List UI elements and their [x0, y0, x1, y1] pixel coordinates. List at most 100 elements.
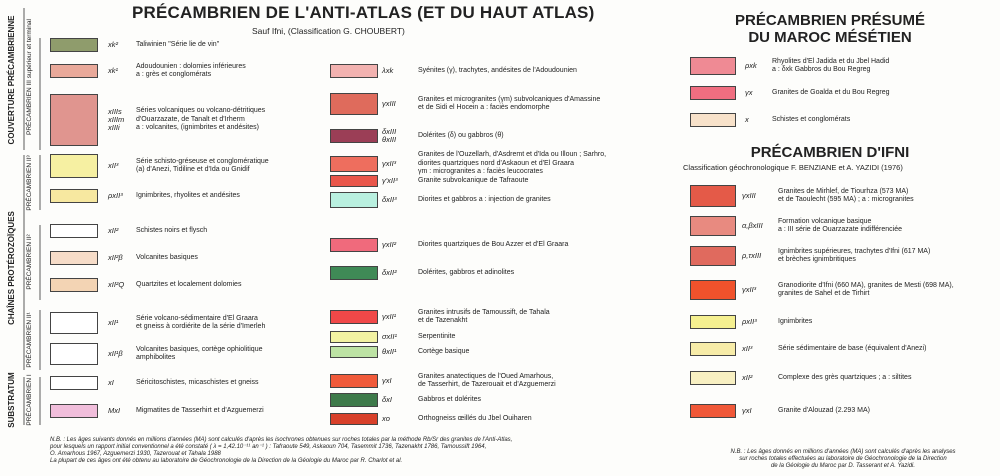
- legend-swatch: [690, 246, 736, 266]
- legend-swatch: [330, 129, 378, 143]
- legend-swatch: [330, 64, 378, 78]
- legend-swatch: [330, 346, 378, 358]
- legend-text: Schistes et conglomérats: [772, 115, 851, 123]
- legend-text: Ignimbrites supérieures, trachytes d'Ifn…: [778, 247, 931, 264]
- side-label: PRÉCAMBRIEN II²: [26, 234, 33, 290]
- legend-text: Migmatites de Tasserhirt et d'Azguemerzi: [136, 406, 264, 414]
- footnote: N.B. : Les âges suivants donnés en milli…: [50, 437, 513, 464]
- legend-swatch: [330, 156, 378, 172]
- legend-code: δxII²: [382, 268, 397, 277]
- legend-code: xII³: [742, 344, 753, 353]
- legend-swatch: [50, 312, 98, 334]
- legend-swatch: [330, 238, 378, 252]
- legend-text: Formation volcanique basique a : III sér…: [778, 217, 902, 234]
- legend-code: σxII¹: [382, 332, 397, 341]
- side-label: COUVERTURE PRÉCAMBRIENNE: [7, 15, 16, 145]
- legend-text: Granites de Goalda et du Bou Regreg: [772, 88, 890, 96]
- legend-swatch: [50, 189, 98, 203]
- legend-text: Schistes noirs et flysch: [136, 226, 208, 234]
- legend-code: ρxII³: [108, 191, 123, 200]
- legend-swatch: [50, 64, 98, 78]
- legend-code: ρxII³: [742, 317, 757, 326]
- legend-swatch: [330, 331, 378, 343]
- legend-text: Cortège basique: [418, 347, 470, 355]
- legend-text: Séries volcaniques ou volcano-détritique…: [136, 107, 266, 132]
- legend-text: Adoudounien : dolomies inférieures a : g…: [136, 62, 246, 79]
- legend-code: δxIII θxIII: [382, 127, 397, 144]
- legend-text: Dolérites, gabbros et adinolites: [418, 268, 515, 276]
- legend-swatch: [50, 251, 98, 265]
- legend-swatch: [50, 154, 98, 178]
- legend-swatch: [690, 185, 736, 207]
- legend-code: xII²Q: [108, 280, 125, 289]
- legend-swatch: [690, 342, 736, 356]
- legend-code: δxI: [382, 395, 393, 404]
- legend-swatch: [50, 376, 98, 390]
- legend-swatch: [330, 393, 378, 407]
- side-label: PRÉCAMBRIEN II³: [26, 155, 33, 211]
- legend-text: Granite d'Alouzad (2.293 MA): [778, 406, 870, 414]
- subtitle: Sauf Ifni, (Classification G. CHOUBERT): [252, 26, 405, 36]
- legend-code: xII²β: [108, 253, 123, 262]
- legend-swatch: [330, 413, 378, 425]
- legend-text: Syénites (γ), trachytes, andésites de l'…: [418, 66, 577, 74]
- legend-swatch: [50, 224, 98, 238]
- side-label: SUBSTRATUM: [7, 372, 16, 428]
- legend-text: Orthogneiss œillés du Jbel Ouiharen: [418, 414, 532, 422]
- legend-swatch: [330, 93, 378, 115]
- brackets: [23, 8, 41, 425]
- legend-text: Granite subvolcanique de Tafraoute: [418, 176, 529, 184]
- legend-text: Série sédimentaire de base (équivalent d…: [778, 344, 927, 352]
- legend-code: xo: [382, 414, 390, 423]
- legend-code: xII³: [108, 161, 119, 170]
- legend-code: xII²: [742, 373, 753, 382]
- legend-text: Volcanites basiques, cortège ophiolitiqu…: [136, 345, 263, 362]
- legend-swatch: [690, 86, 736, 100]
- legend-text: Série schisto-gréseuse et conglomératiqu…: [136, 157, 269, 174]
- legend-text: Séricitoschistes, micaschistes et gneiss: [136, 378, 259, 386]
- legend-text: Rhyolites d'El Jadida et du Jbel Hadid a…: [772, 57, 890, 74]
- side-label: PRÉCAMBRIEN II¹: [26, 312, 33, 368]
- legend-swatch: [690, 57, 736, 75]
- legend-text: Granites de Mirhlef, de Tiourhza (573 MA…: [778, 187, 914, 204]
- legend-code: γ'xII³: [382, 176, 398, 185]
- legend-text: Ignimbrites, rhyolites et andésites: [136, 191, 240, 199]
- legend-swatch: [50, 343, 98, 365]
- legend-code: γxIII: [382, 99, 396, 108]
- legend-text: Diorites quartziques de Bou Azzer et d'E…: [418, 240, 569, 248]
- legend-code: xII¹: [108, 318, 119, 327]
- legend-code: xk²: [108, 40, 118, 49]
- legend-code: ρ,τxIII: [742, 251, 762, 260]
- legend-code: γxII³: [742, 285, 757, 294]
- legend-text: Quartzites et localement dolomies: [136, 280, 242, 288]
- legend-code: α,βxIII: [742, 221, 763, 230]
- legend-code: δxII³: [382, 195, 397, 204]
- legend-code: γxII²: [382, 240, 397, 249]
- legend-text: Gabbros et dolérites: [418, 395, 482, 403]
- legend-text: Complexe des grès quartziques ; a : silt…: [778, 373, 912, 381]
- legend-swatch: [330, 175, 378, 187]
- legend-text: Granodiorite d'Ifni (660 MA), granites d…: [778, 281, 954, 298]
- legend-swatch: [50, 278, 98, 292]
- section-title: PRÉCAMBRIEN PRÉSUMÉ DU MAROC MÉSÉTIEN: [734, 12, 926, 46]
- legend-swatch: [690, 371, 736, 385]
- legend-swatch: [690, 404, 736, 418]
- legend-swatch: [690, 315, 736, 329]
- legend-code: ρxk: [745, 61, 757, 70]
- legend-code: xII¹β: [108, 349, 123, 358]
- side-label: PRÉCAMBRIEN III supérieur et terminal: [26, 19, 33, 135]
- legend-swatch: [330, 266, 378, 280]
- side-label: CHAÎNES PROTÉROZOÏQUES: [7, 211, 16, 325]
- legend-text: Série volcano-sédimentaire d'El Graara e…: [136, 314, 266, 331]
- legend-code: θxII¹: [382, 347, 397, 356]
- footnote: N.B. : Les âges donnés en millions d'ann…: [730, 449, 956, 469]
- legend-code: γxIII: [742, 191, 756, 200]
- legend-code: xI: [108, 378, 114, 387]
- legend-text: Taliwinien "Série lie de vin": [136, 40, 220, 48]
- legend-code: xk¹: [108, 66, 118, 75]
- legend-text: Granites anatectiques de l'Oued Amarhous…: [418, 372, 556, 389]
- legend-code: xII²: [108, 226, 119, 235]
- legend-swatch: [690, 113, 736, 127]
- legend-swatch: [50, 38, 98, 52]
- legend-code: x: [745, 115, 749, 124]
